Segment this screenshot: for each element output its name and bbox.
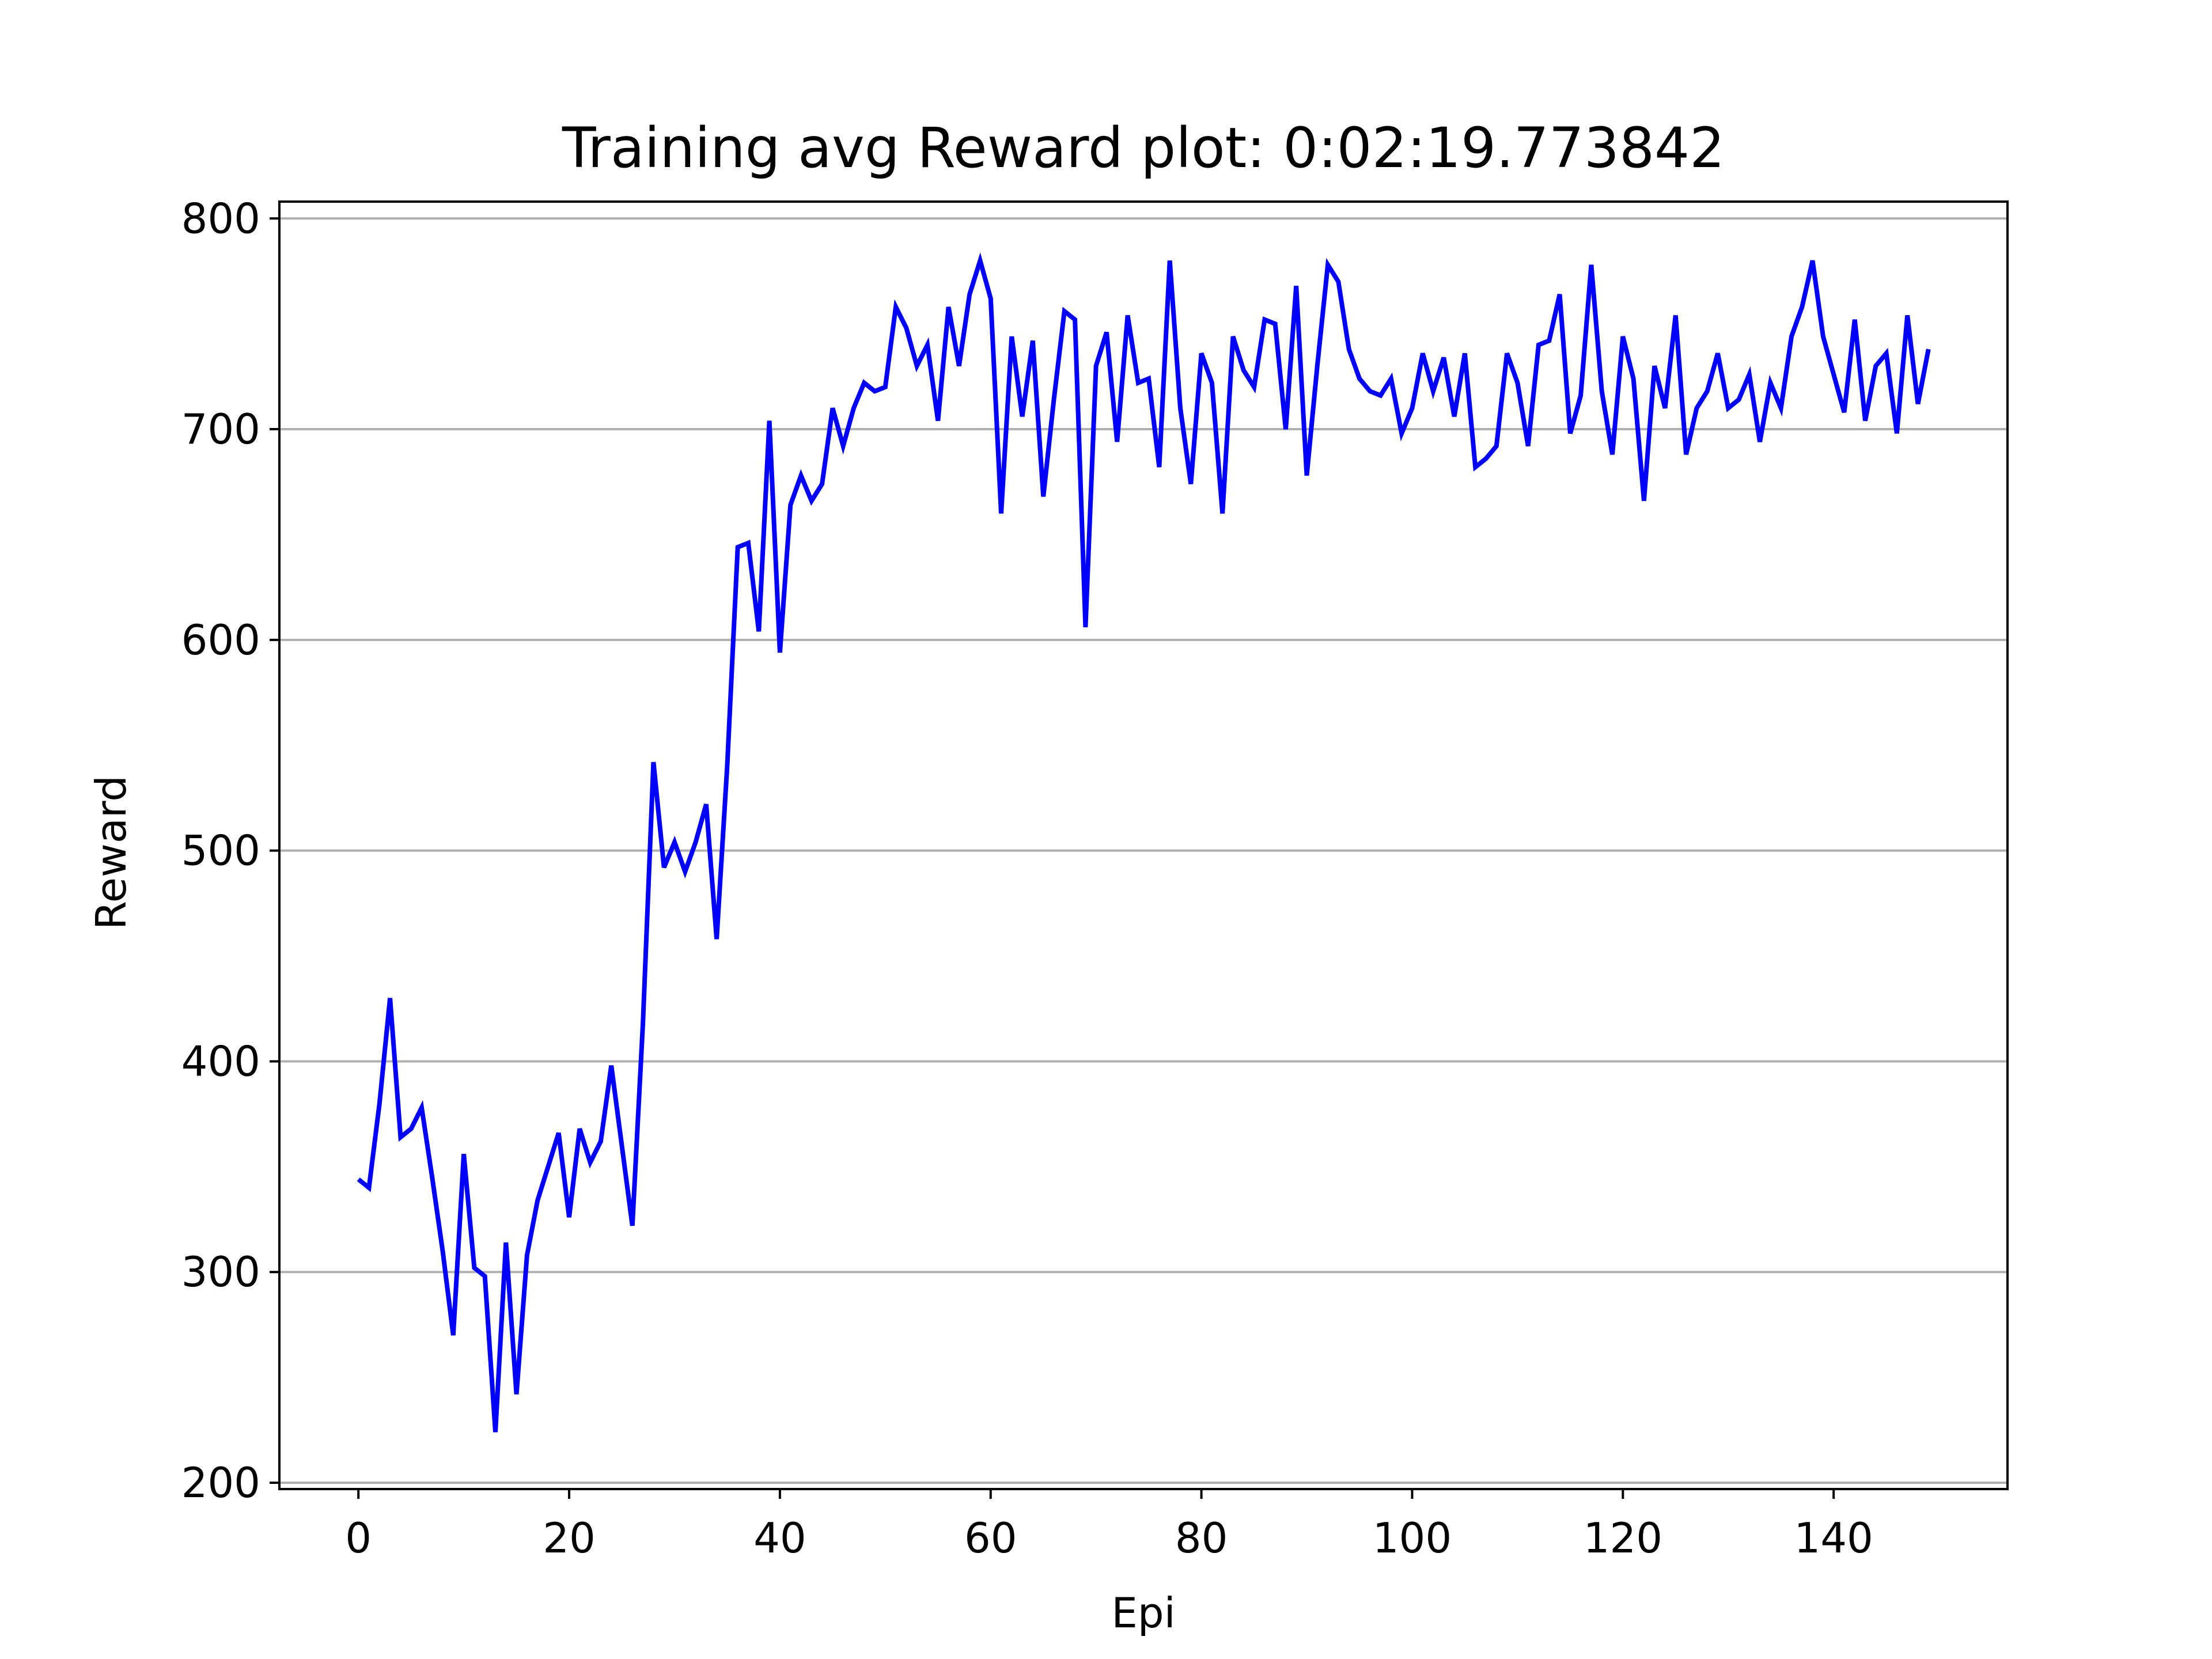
y-tick-label: 200	[181, 1459, 260, 1507]
x-tick-label: 120	[1584, 1514, 1662, 1562]
x-tick-label: 140	[1794, 1514, 1873, 1562]
y-tick-label: 400	[181, 1037, 260, 1085]
grid-lines	[279, 217, 2008, 1484]
x-tick-label: 100	[1373, 1514, 1452, 1562]
y-axis-label: Reward	[87, 775, 135, 930]
y-tick-label: 300	[181, 1248, 260, 1296]
y-tick-label: 700	[181, 405, 260, 453]
x-axis-label: Epi	[1111, 1589, 1175, 1637]
y-tick-label: 600	[181, 616, 260, 664]
chart-title: Training avg Reward plot: 0:02:19.773842	[562, 116, 1725, 180]
y-axis-ticks: 200 300 400 500 600 700 800	[181, 194, 279, 1507]
series-line	[357, 252, 1931, 1433]
series-layer	[357, 252, 1931, 1433]
x-tick-label: 20	[543, 1514, 596, 1562]
plot-frame	[278, 200, 2009, 1490]
x-tick-label: 40	[753, 1514, 806, 1562]
x-tick-label: 60	[964, 1514, 1017, 1562]
x-axis-ticks: 0 20 40 60 80 100 120 140	[345, 1489, 1873, 1562]
y-tick-label: 800	[181, 194, 260, 243]
y-tick-label: 500	[181, 827, 260, 875]
x-tick-label: 0	[345, 1514, 372, 1562]
x-tick-label: 80	[1175, 1514, 1228, 1562]
